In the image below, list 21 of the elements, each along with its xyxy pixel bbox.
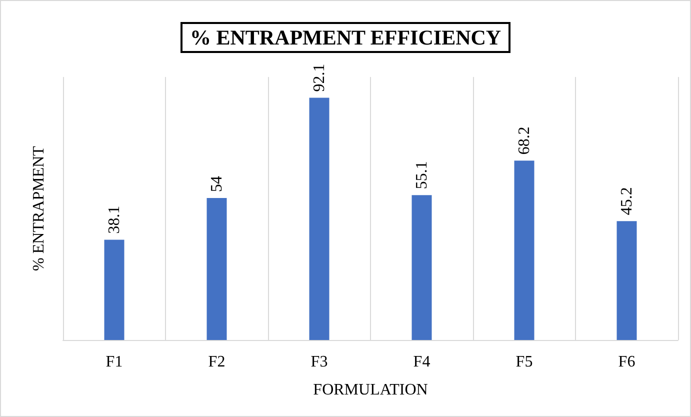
data-label: 38.1 — [106, 206, 123, 234]
x-tick-label: F5 — [516, 354, 533, 370]
y-axis-title: % ENTRAPMENT — [30, 146, 48, 271]
chart-title: % ENTRAPMENT EFFICIENCY — [190, 26, 502, 50]
x-tick-label: F3 — [310, 354, 328, 370]
bar — [104, 240, 124, 340]
bar — [309, 98, 330, 340]
bar — [412, 195, 432, 340]
x-tick-label: F2 — [208, 354, 226, 370]
data-label: 68.2 — [516, 126, 533, 155]
x-tick-label: F4 — [413, 354, 430, 370]
data-label: 55.1 — [413, 161, 430, 190]
bar — [514, 160, 534, 340]
x-tick-label: F6 — [618, 354, 636, 370]
bar — [206, 198, 227, 340]
data-label: 92.1 — [310, 64, 328, 92]
x-axis-title: FORMULATION — [313, 382, 428, 398]
bar — [616, 221, 637, 340]
data-label: 45.2 — [618, 187, 636, 216]
data-label: 54 — [208, 176, 226, 192]
x-tick-label: F1 — [106, 354, 123, 370]
